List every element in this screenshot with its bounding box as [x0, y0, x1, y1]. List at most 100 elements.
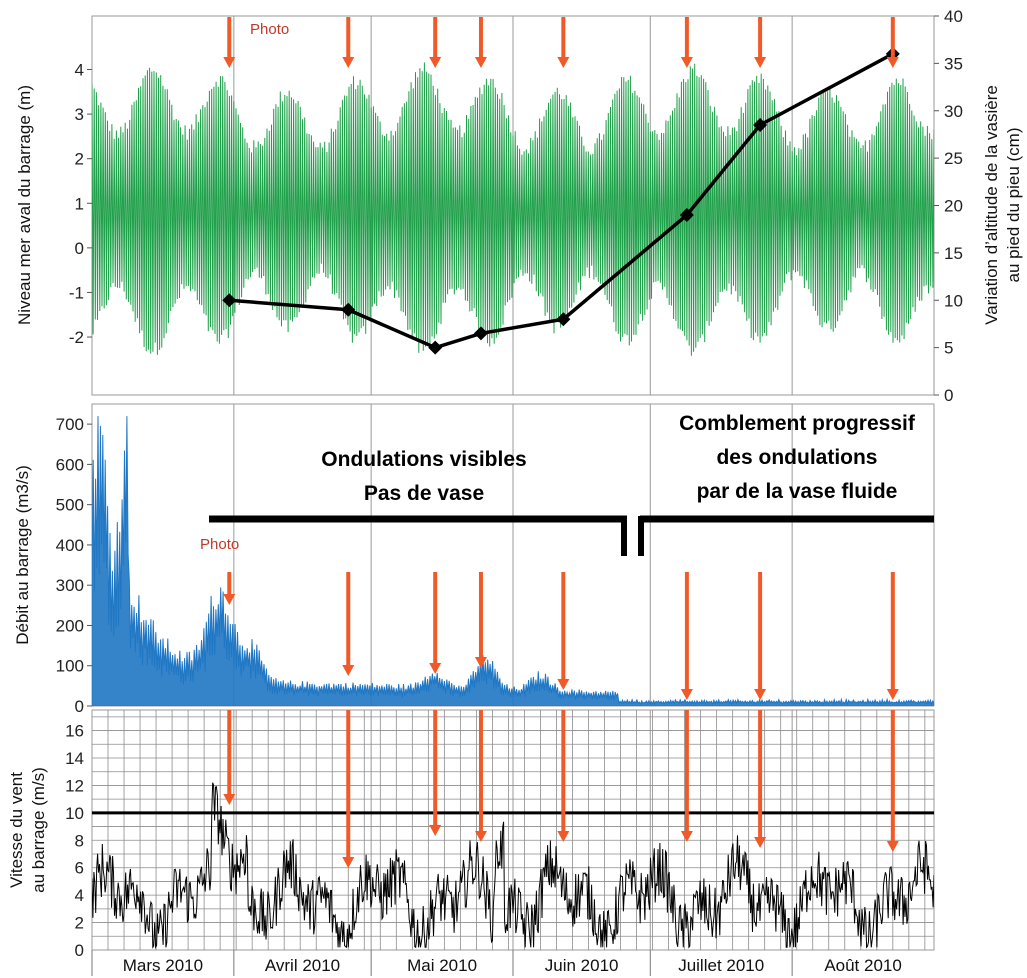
y-tick-label: 8: [75, 831, 84, 850]
wind-panel-arrows: [223, 710, 899, 868]
observation-arrow-head: [680, 57, 693, 68]
month-labels: Mars 2010 Avril 2010 Mai 2010 Juin 2010 Juil…: [91, 950, 902, 976]
y-tick-label: 100: [56, 657, 84, 676]
mudflat-point: [428, 340, 443, 355]
y-tick-label: 200: [56, 616, 84, 635]
mudflat-point: [753, 117, 768, 132]
y-tick-label: 4: [75, 61, 84, 80]
observation-arrow-head: [680, 689, 693, 700]
y-tick-label: 12: [65, 776, 84, 795]
y2-tick-label: 15: [944, 244, 963, 263]
observation-arrow-head: [342, 57, 355, 68]
mudflat-point: [679, 207, 694, 222]
phase-bar: [209, 515, 934, 556]
y-tick-label: 400: [56, 536, 84, 555]
y-tick-label: 16: [65, 722, 84, 741]
y-tick-label: -1: [69, 283, 84, 302]
tide-y-axis-title: Niveau mer aval du barrage (m): [15, 85, 34, 325]
observation-arrow-head: [223, 57, 236, 68]
wind-series: [92, 782, 934, 950]
y2-tick-label: 35: [944, 54, 963, 73]
annotation-comblement: Comblement progressif: [679, 412, 916, 435]
y-tick-label: 300: [56, 576, 84, 595]
tide-panel: -2 -1 0 1 2 3 4 0 5 10 15 20 25 30 35 40 Photo Niveau …: [15, 7, 1023, 405]
y2-tick-label: 10: [944, 291, 963, 310]
y-tick-label: 600: [56, 455, 84, 474]
mudflat-line: [229, 52, 894, 350]
y2-tick-label: 0: [944, 386, 953, 405]
observation-arrow-head: [886, 841, 899, 852]
y-tick-label: 500: [56, 496, 84, 515]
photo-label-mid: Photo: [200, 536, 239, 553]
annotation-pas-de-vase: Pas de vase: [364, 482, 484, 505]
month-label: Août 2010: [824, 956, 902, 975]
observation-arrow-head: [223, 794, 236, 805]
observation-arrow-head: [557, 831, 570, 842]
y-tick-label: 6: [75, 859, 84, 878]
observation-arrow-head: [342, 857, 355, 868]
observation-arrow-head: [754, 57, 767, 68]
observation-arrow-head: [223, 594, 236, 605]
photo-label-top: Photo: [250, 21, 289, 38]
mudflat-y2-axis-title-line2: au pied du pieu (cm): [1004, 128, 1023, 283]
observation-arrow-head: [754, 837, 767, 848]
tide-panel-arrows: [223, 17, 899, 68]
observation-arrow-head: [429, 825, 442, 836]
annotation-vase-fluide: par de la vase fluide: [697, 480, 898, 503]
observation-arrow-head: [557, 679, 570, 690]
y-tick-label: 4: [75, 886, 84, 905]
observation-arrow-head: [680, 831, 693, 842]
y-tick-label: 1: [75, 194, 84, 213]
observation-arrow-head: [557, 57, 570, 68]
discharge-y-axis-title: Débit au barrage (m3/s): [13, 465, 32, 645]
wind-trace: [92, 782, 934, 950]
discharge-panel: 0 100 200 300 400 500 600 700 Photo Débit au ba…: [13, 403, 935, 716]
observation-arrow-head: [754, 689, 767, 700]
y-tick-label: 3: [75, 105, 84, 124]
y-tick-label: 2: [75, 150, 84, 169]
mudflat-point: [341, 302, 356, 317]
month-label: Juin 2010: [545, 956, 619, 975]
mudflat-y2-axis-title-line1: Variation d’altitude de la vasière: [982, 85, 1001, 325]
observation-arrow-head: [342, 665, 355, 676]
observation-arrow-head: [429, 663, 442, 674]
month-label: Mai 2010: [407, 956, 477, 975]
wind-y-axis-title-line1: Vitesse du vent: [7, 772, 26, 888]
observation-arrow-head: [429, 57, 442, 68]
y-tick-label: 10: [65, 804, 84, 823]
discharge-series: [92, 416, 934, 706]
discharge-y-ticks: 0 100 200 300 400 500 600 700: [56, 415, 92, 716]
y-tick-label: 0: [75, 941, 84, 960]
y2-tick-label: 40: [944, 7, 963, 26]
observation-arrow-head: [474, 657, 487, 668]
y-tick-label: 2: [75, 914, 84, 933]
month-label: Mars 2010: [123, 956, 203, 975]
y-tick-label: 0: [75, 239, 84, 258]
tide-trace: [92, 62, 934, 356]
y2-tick-label: 20: [944, 197, 963, 216]
observation-arrow-head: [474, 831, 487, 842]
mudflat-point: [473, 326, 488, 341]
wind-y-axis-title-line2: au barrage (m/s): [29, 767, 48, 893]
wind-panel: 0 2 4 6 8 10 12 14 16 Mars 2010 Avril 2010 Mai 201…: [7, 709, 935, 976]
observation-arrow-head: [886, 689, 899, 700]
tide-series: [92, 62, 934, 356]
y-tick-label: 0: [75, 697, 84, 716]
y-tick-label: 14: [65, 749, 84, 768]
discharge-area: [92, 416, 934, 706]
y2-tick-label: 5: [944, 339, 953, 358]
observation-arrow-head: [886, 57, 899, 68]
mudflat-point: [556, 312, 571, 327]
observation-arrow-head: [474, 57, 487, 68]
discharge-panel-arrows: [223, 572, 899, 700]
y-tick-label: -2: [69, 328, 84, 347]
y2-tick-label: 30: [944, 102, 963, 121]
wind-y-ticks: 0 2 4 6 8 10 12 14 16: [65, 722, 84, 960]
month-label: Juillet 2010: [678, 956, 764, 975]
y-tick-label: 700: [56, 415, 84, 434]
annotation-ondulations-visibles: Ondulations visibles: [321, 448, 526, 471]
annotation-des-ondulations: des ondulations: [716, 446, 877, 469]
month-label: Avril 2010: [265, 956, 340, 975]
tide-y-ticks: -2 -1 0 1 2 3 4: [69, 61, 92, 347]
